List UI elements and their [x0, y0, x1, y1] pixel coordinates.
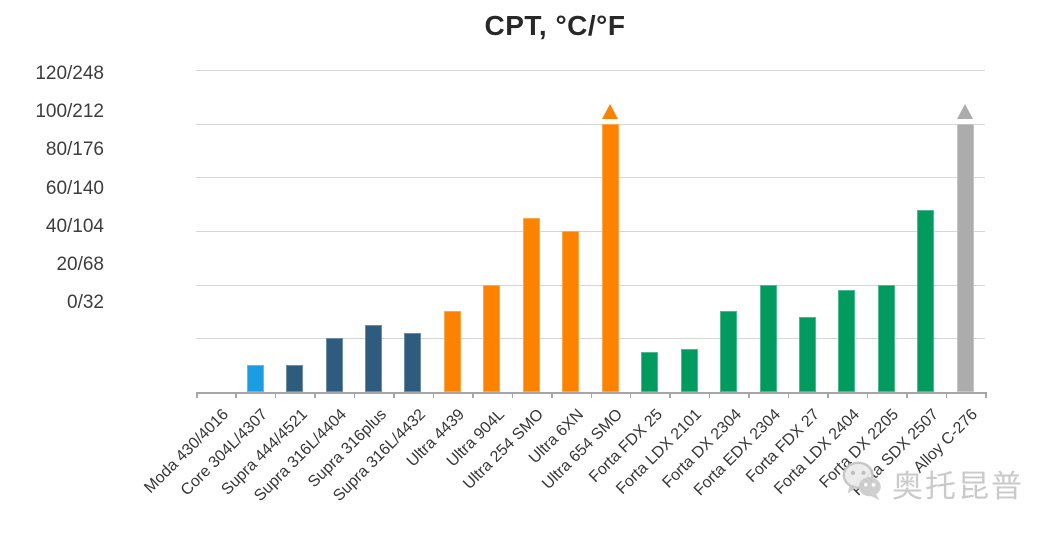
wechat-icon [840, 458, 886, 509]
chart-title: CPT, °C/°F [484, 10, 626, 41]
axis-tick [196, 392, 198, 398]
axis-tick [274, 392, 277, 398]
axis-tick [235, 392, 237, 398]
axis-tick [393, 392, 395, 398]
gridline [196, 123, 985, 125]
axis-tick [551, 392, 553, 398]
axis-tick [590, 392, 592, 398]
y-axis-tick-label: 40/104 [45, 215, 104, 237]
y-axis-tick-label: 120/248 [35, 63, 104, 84]
y-axis-tick-label: 60/140 [45, 177, 104, 199]
exceeds-scale-arrow [957, 104, 974, 119]
bar [246, 365, 264, 392]
y-axis-tick-label: 80/176 [45, 139, 104, 161]
y-axis-tick-label: 0/32 [67, 292, 104, 314]
axis-tick [866, 392, 869, 398]
bar [286, 365, 304, 392]
bar [720, 311, 738, 392]
bar [562, 231, 580, 392]
axis-tick [669, 392, 671, 398]
bar [522, 218, 540, 392]
axis-tick [472, 392, 474, 398]
bar [325, 338, 343, 392]
axis-tick [827, 392, 829, 398]
axis-tick [353, 392, 356, 398]
bar [917, 210, 935, 392]
gridline [196, 338, 985, 340]
axis-tick [432, 392, 435, 398]
exceeds-scale-arrow [602, 104, 619, 119]
axis-tick [748, 392, 750, 398]
gridline [196, 231, 985, 232]
bar [483, 285, 501, 392]
gridline [196, 70, 985, 71]
axis-tick [906, 392, 908, 398]
bar [680, 349, 698, 392]
bar [601, 124, 619, 392]
watermark: 奥托昆普 [840, 458, 1024, 509]
plot-area [196, 70, 987, 398]
bar [443, 311, 461, 392]
gridline [196, 284, 985, 286]
axis-tick [787, 392, 790, 398]
axis-tick [708, 392, 711, 398]
axis-tick [945, 392, 948, 398]
watermark-text: 奥托昆普 [892, 469, 1024, 504]
bar [365, 325, 383, 392]
axis-tick [985, 392, 987, 398]
bar [404, 333, 422, 392]
bar [759, 285, 777, 392]
axis-tick [629, 392, 632, 398]
y-axis-tick-label: 100/212 [35, 101, 104, 123]
gridline [196, 177, 985, 179]
bar [641, 352, 659, 392]
bar [956, 124, 974, 392]
bar [798, 317, 816, 392]
axis-tick [314, 392, 316, 398]
axis-tick [511, 392, 514, 398]
y-axis-tick-label: 20/68 [56, 253, 104, 275]
bar [877, 285, 895, 392]
bar [838, 290, 856, 392]
